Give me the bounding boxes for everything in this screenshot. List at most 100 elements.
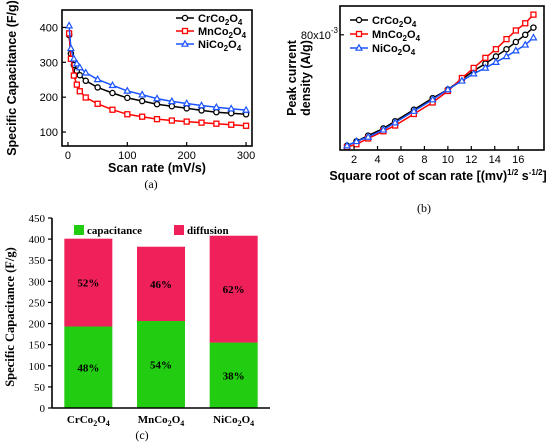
x-tick-label: 12: [465, 154, 477, 166]
data-point: [94, 100, 101, 107]
panel-label: (b): [417, 201, 431, 215]
data-point: [352, 136, 361, 145]
data-point: [511, 46, 520, 54]
y-tick-label: 400: [29, 234, 46, 246]
plot-frame: [61, 9, 253, 147]
x-tick-label: 0: [65, 150, 71, 162]
series-a-1: [65, 30, 250, 129]
x-tick-label: 6: [398, 154, 404, 166]
data-point: [242, 122, 250, 129]
y-axis-title: Specific Capacitance (F/g): [3, 247, 17, 387]
y-axis-title: Specific Capacitance (F/g): [5, 0, 19, 156]
bar-capacitance: [64, 326, 113, 408]
data-point: [108, 80, 117, 89]
x-tick-label: 14: [489, 154, 501, 166]
y-tick-label: 300: [29, 276, 46, 288]
data-point: [213, 108, 220, 116]
data-point: [139, 113, 146, 120]
legend-label: MnCo2O4: [198, 26, 247, 40]
x-tick-label: 8: [421, 154, 427, 166]
x-tick-label: 300: [237, 150, 255, 162]
x-category-label: NiCo2O4: [213, 414, 254, 428]
data-point: [81, 68, 90, 76]
data-point: [123, 86, 132, 94]
data-point: [183, 118, 190, 125]
x-tick-label: 4: [374, 154, 380, 166]
y-tick-label: 300: [40, 57, 58, 69]
data-point: [428, 95, 437, 103]
data-point: [94, 84, 101, 91]
x-axis-title: Scan rate (mV/s): [108, 161, 206, 175]
bar-diffusion: [209, 235, 258, 343]
bar-percent-label: 46%: [150, 279, 172, 291]
data-point: [93, 74, 102, 83]
y-tick-label: 100: [29, 361, 46, 373]
legend-marker: [181, 14, 189, 22]
data-point: [530, 11, 537, 18]
data-point: [198, 119, 205, 126]
y-tick-label: 100: [40, 127, 58, 139]
legend-marker: [354, 43, 364, 51]
legend-label: NiCo2O4: [198, 39, 242, 53]
data-point: [521, 31, 529, 39]
y-tick-label: 50: [34, 382, 46, 394]
data-point: [491, 57, 500, 65]
data-point: [227, 104, 236, 112]
y-tick-label: 250: [29, 297, 46, 309]
data-point: [443, 85, 452, 93]
data-point: [512, 27, 520, 34]
data-point: [503, 45, 510, 53]
data-point: [124, 94, 131, 102]
data-point: [66, 43, 75, 52]
data-point: [73, 81, 80, 88]
data-point: [530, 24, 537, 31]
y-tick-label: 400: [40, 22, 58, 34]
legend-label: CrCo2O4: [372, 15, 417, 29]
panel-label: (a): [144, 177, 157, 191]
bar-percent-label: 52%: [77, 278, 99, 290]
data-point: [197, 101, 206, 109]
bar-percent-label: 48%: [77, 362, 99, 374]
x-category-label: CrCo2O4: [67, 414, 110, 428]
x-category-label: MnCo2O4: [138, 414, 185, 428]
legend-marker: [355, 16, 363, 24]
data-point: [492, 46, 500, 53]
y-tick-label: 80x10-3: [301, 26, 339, 42]
data-point: [482, 54, 489, 61]
data-point: [153, 115, 161, 123]
panel-label: (c): [135, 428, 148, 442]
data-point: [457, 76, 466, 84]
bar-capacitance: [209, 342, 258, 408]
data-point: [152, 94, 162, 102]
chart-c: 48% 52% CrCo2O4 54% 46% MnCo2O4 38% 62% NiCo2O4 0…: [3, 213, 270, 442]
data-point: [109, 89, 116, 97]
series-a-2: [65, 21, 251, 113]
bar-percent-label: 62%: [223, 284, 245, 296]
data-point: [153, 100, 161, 108]
x-tick-label: 10: [442, 154, 454, 166]
y-tick-label: 200: [29, 319, 46, 331]
data-point: [168, 102, 176, 110]
legend-marker: [181, 27, 189, 35]
legend-label: MnCo2O4: [372, 29, 421, 43]
data-point: [65, 21, 74, 29]
data-point: [391, 118, 400, 126]
legend-label: diffusion: [187, 225, 229, 237]
data-point: [75, 63, 84, 71]
y-tick-label: 200: [40, 92, 58, 104]
data-point: [529, 33, 538, 41]
legend-marker: [180, 39, 190, 47]
data-point: [213, 120, 220, 127]
data-point: [182, 99, 191, 107]
data-point: [82, 77, 90, 85]
series-a-0: [65, 31, 250, 118]
data-point: [212, 102, 221, 111]
legend-label: CrCo2O4: [198, 13, 243, 27]
data-point: [69, 54, 78, 62]
y-axis-title: density (A/g): [299, 40, 313, 116]
data-point: [138, 97, 146, 105]
x-axis-title: Square root of scan rate [(mv)1/2 s-1/2]: [329, 168, 546, 183]
y-tick-label: 350: [29, 255, 46, 267]
legend-label: NiCo2O4: [372, 43, 416, 57]
